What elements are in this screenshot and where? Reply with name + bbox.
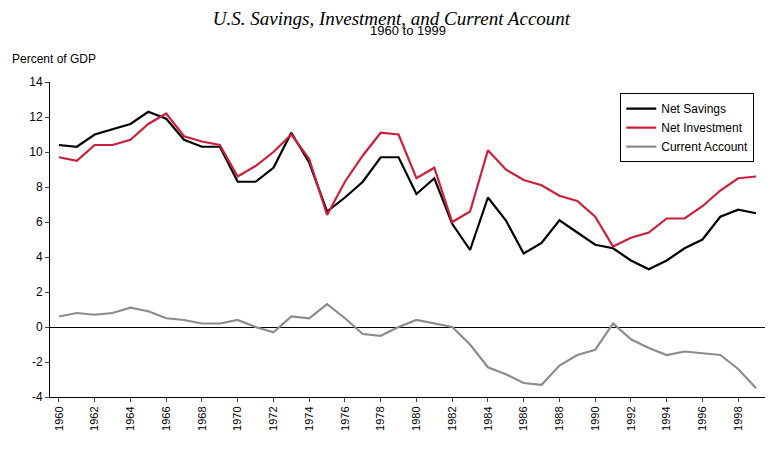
svg-text:1996: 1996: [696, 406, 708, 430]
svg-text:1978: 1978: [374, 406, 386, 430]
svg-text:8: 8: [36, 180, 43, 194]
svg-text:1966: 1966: [160, 406, 172, 430]
svg-text:4: 4: [36, 250, 43, 264]
svg-text:1984: 1984: [482, 406, 494, 430]
svg-text:0: 0: [36, 320, 43, 334]
svg-text:1998: 1998: [732, 406, 744, 430]
svg-text:1980: 1980: [410, 406, 422, 430]
svg-text:14: 14: [29, 75, 43, 89]
svg-text:1992: 1992: [625, 406, 637, 430]
svg-text:1976: 1976: [339, 406, 351, 430]
svg-text:1960 to 1999: 1960 to 1999: [370, 23, 446, 38]
svg-text:1990: 1990: [589, 406, 601, 430]
svg-text:Percent of GDP: Percent of GDP: [12, 52, 96, 66]
svg-text:1960: 1960: [53, 406, 65, 430]
svg-text:1974: 1974: [303, 406, 315, 430]
svg-text:1982: 1982: [446, 406, 458, 430]
svg-text:1962: 1962: [88, 406, 100, 430]
svg-text:1970: 1970: [231, 406, 243, 430]
svg-text:12: 12: [29, 110, 43, 124]
svg-text:1964: 1964: [124, 406, 136, 430]
svg-text:1968: 1968: [196, 406, 208, 430]
svg-text:-4: -4: [32, 390, 43, 404]
svg-text:Current Account: Current Account: [661, 140, 748, 154]
svg-text:6: 6: [36, 215, 43, 229]
svg-text:1972: 1972: [267, 406, 279, 430]
svg-text:1986: 1986: [517, 406, 529, 430]
svg-text:1994: 1994: [660, 406, 672, 430]
svg-text:U.S. Savings, Investment, and: U.S. Savings, Investment, and Current Ac…: [213, 8, 571, 29]
svg-text:2: 2: [36, 285, 43, 299]
svg-text:10: 10: [29, 145, 43, 159]
svg-text:Net Savings: Net Savings: [661, 102, 726, 116]
svg-text:-2: -2: [32, 355, 43, 369]
svg-text:Net Investment: Net Investment: [661, 121, 742, 135]
svg-text:1988: 1988: [553, 406, 565, 430]
